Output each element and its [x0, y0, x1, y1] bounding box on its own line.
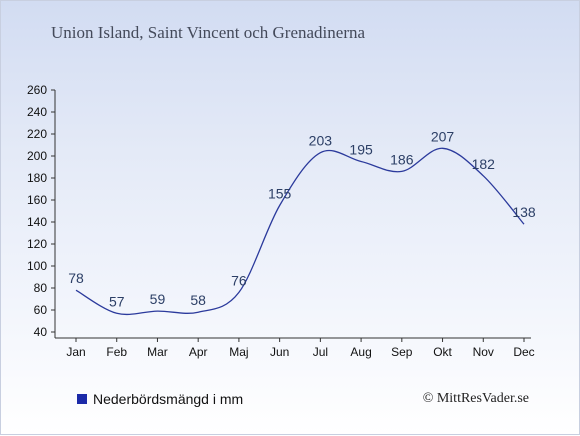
x-tick-label: Maj [229, 345, 248, 359]
y-tick-label: 40 [34, 325, 48, 339]
x-tick-label: Apr [189, 345, 208, 359]
data-label: 78 [68, 270, 84, 286]
y-tick-label: 200 [27, 149, 47, 163]
x-tick-label: Mar [147, 345, 168, 359]
x-tick-label: Feb [106, 345, 127, 359]
credit-text: © MittResVader.se [422, 391, 529, 406]
data-labels: 78 57 59 58 76 155 203 195 186 207 182 138 [68, 128, 536, 309]
chart-title: Union Island, Saint Vincent och Grenadin… [51, 23, 366, 42]
y-tick-label: 260 [27, 83, 47, 97]
x-tick-label: Nov [473, 345, 494, 359]
y-tick-label: 60 [34, 303, 48, 317]
data-label: 195 [349, 142, 373, 158]
data-label: 186 [390, 151, 414, 167]
axes: 40 60 80 100 120 140 160 180 200 220 240 260 Jan Feb M… [27, 83, 535, 359]
y-tick-label: 100 [27, 259, 47, 273]
x-tick-label: Jul [313, 345, 328, 359]
series-line [75, 147, 525, 316]
x-tick-label: Okt [433, 345, 452, 359]
y-tick-label: 180 [27, 171, 47, 185]
y-tick-label: 220 [27, 127, 47, 141]
y-tick-label: 120 [27, 237, 47, 251]
y-tick-label: 160 [27, 193, 47, 207]
data-label: 59 [150, 291, 166, 307]
legend-label: Nederbördsmängd i mm [93, 391, 244, 407]
data-label: 58 [190, 292, 206, 308]
legend: Nederbördsmängd i mm [77, 391, 243, 407]
data-label: 182 [472, 156, 496, 172]
x-tick-label: Jun [270, 345, 289, 359]
y-tick-label: 140 [27, 215, 47, 229]
x-tick-label: Dec [513, 345, 534, 359]
x-tick-label: Sep [391, 345, 413, 359]
data-label: 203 [309, 133, 333, 149]
data-label: 155 [268, 186, 292, 202]
legend-swatch [77, 394, 87, 404]
data-label: 207 [431, 128, 455, 144]
x-tick-label: Aug [350, 345, 371, 359]
y-tick-label: 80 [34, 281, 48, 295]
x-tick-label: Jan [66, 345, 85, 359]
data-label: 138 [512, 204, 536, 220]
data-label: 76 [231, 272, 247, 288]
data-label: 57 [109, 293, 125, 309]
series-group [75, 147, 525, 316]
y-tick-label: 240 [27, 105, 47, 119]
